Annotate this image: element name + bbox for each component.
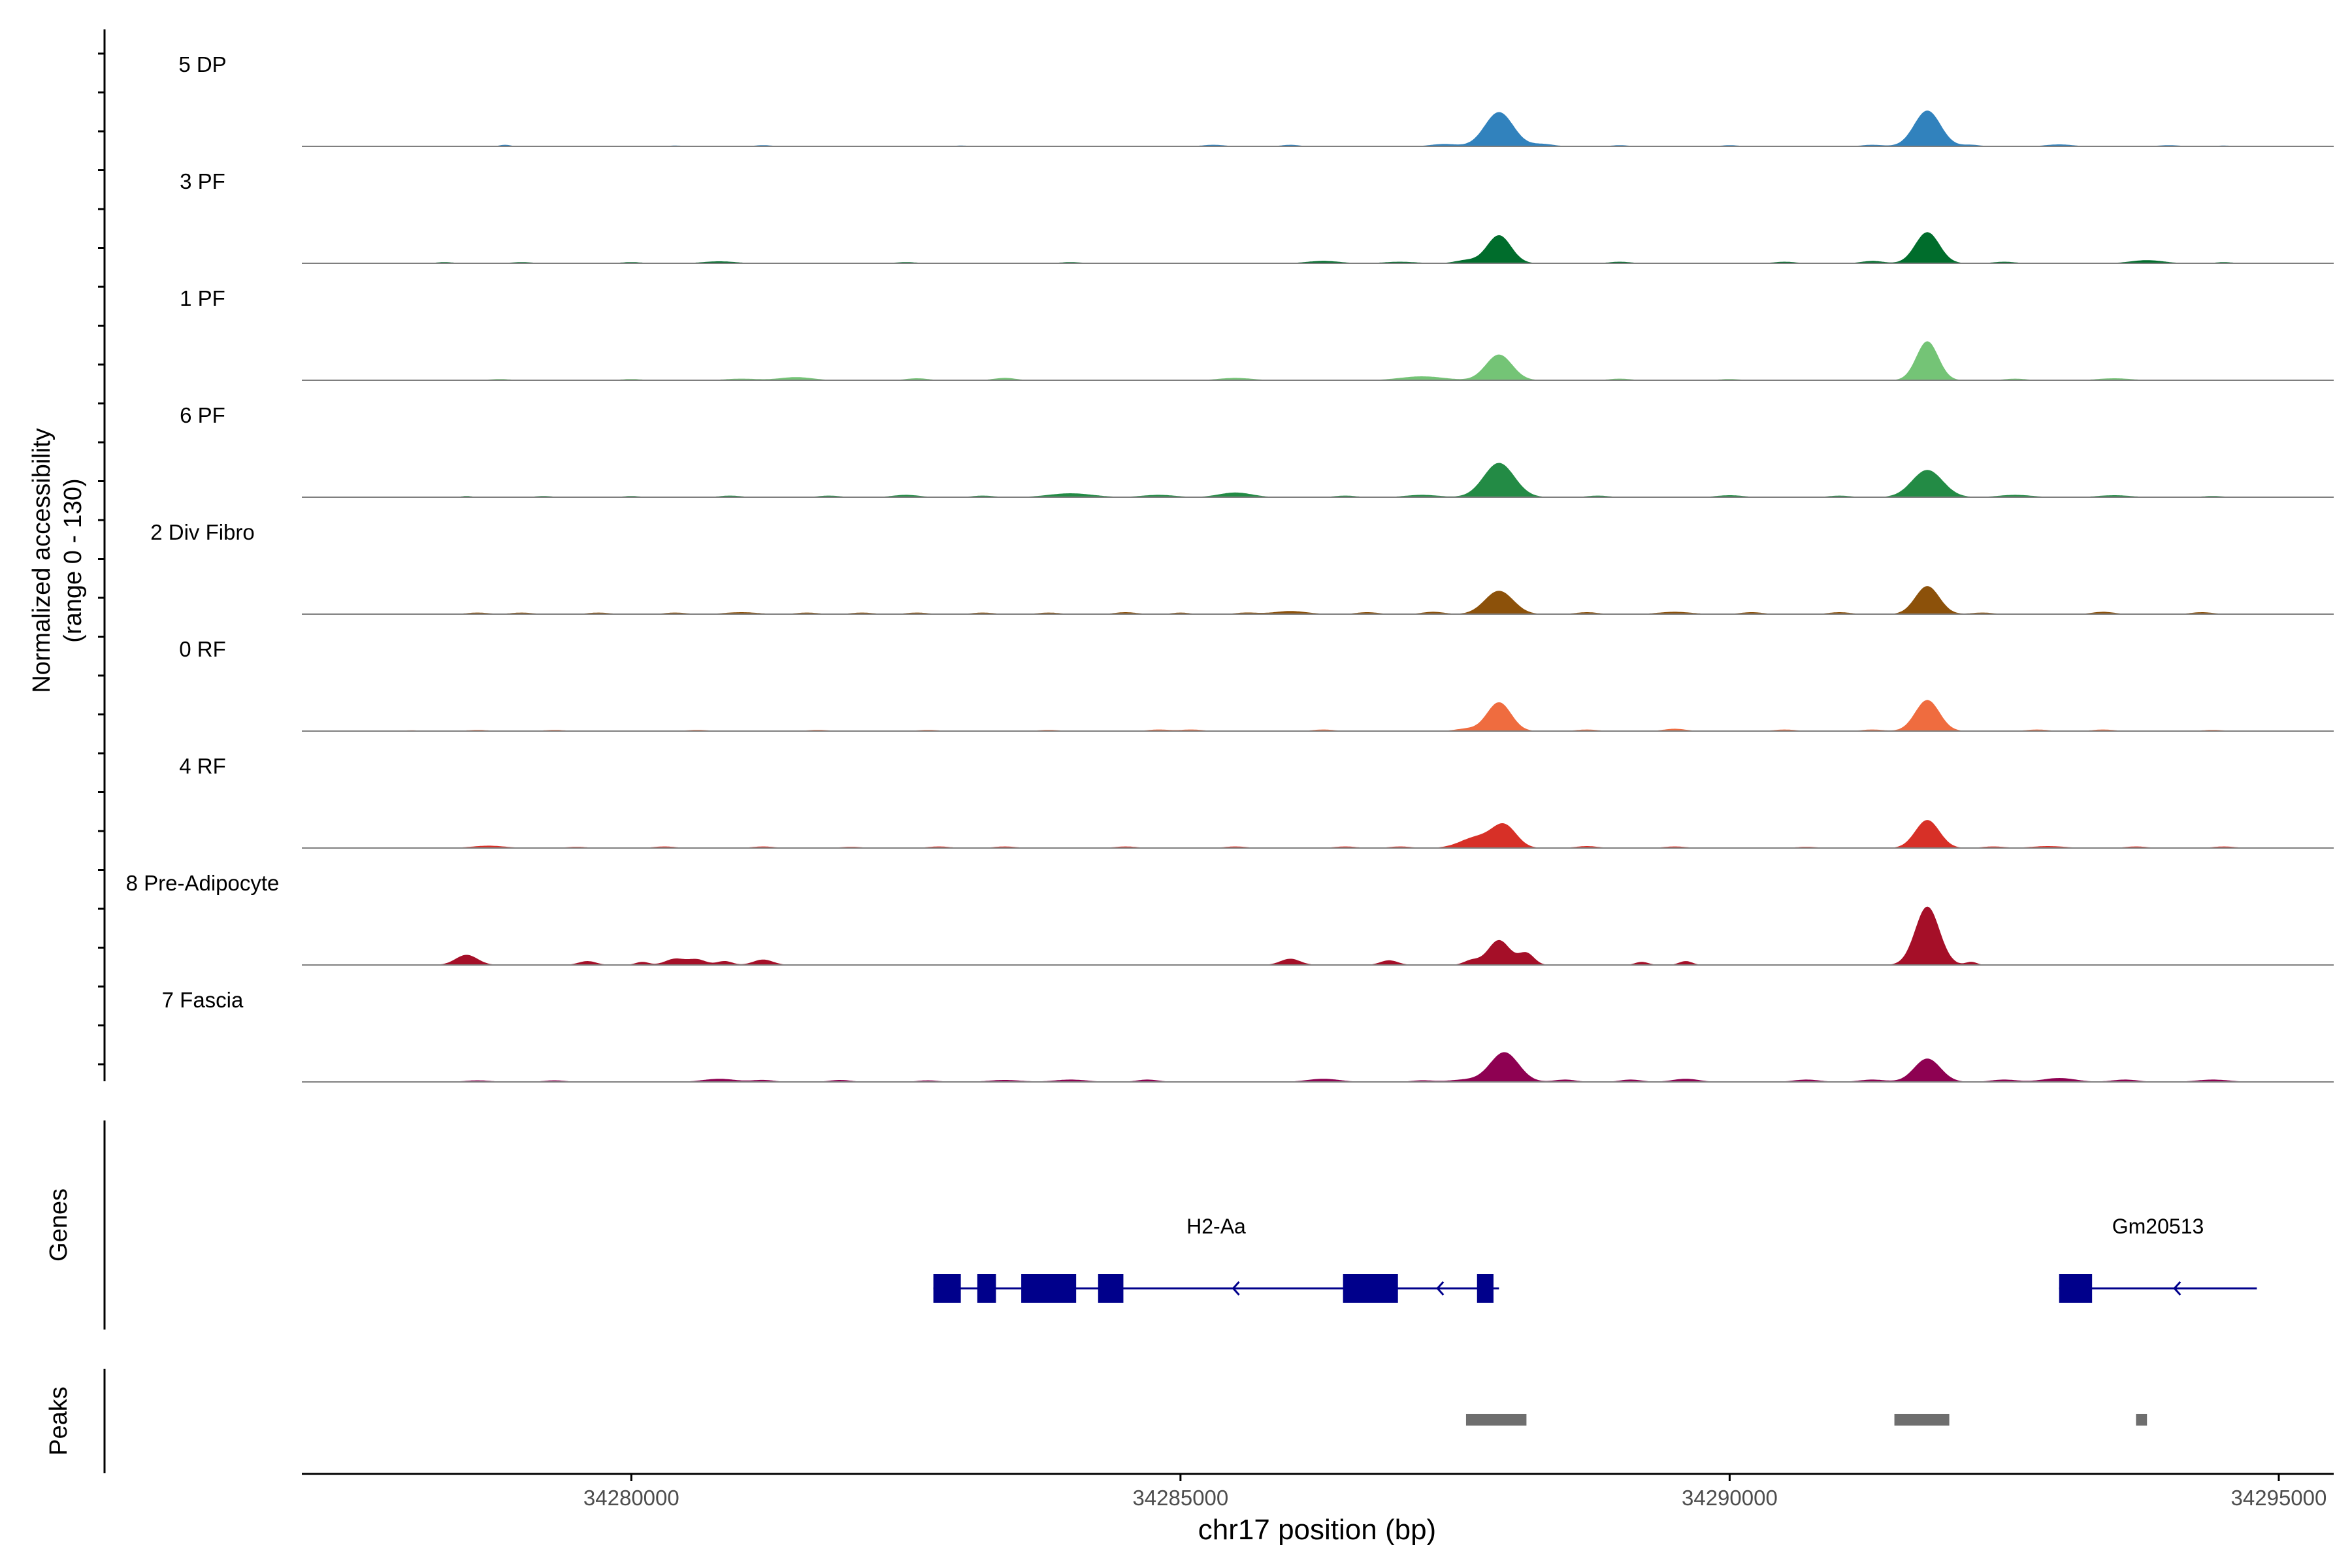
coverage-area	[302, 906, 2334, 965]
gene-exon	[1343, 1274, 1398, 1303]
gene-exon	[2059, 1274, 2093, 1303]
gene-exon	[1477, 1274, 1494, 1303]
track-label: 6 PF	[180, 403, 225, 427]
coverage-area	[302, 232, 2334, 263]
genes-axis-title: Genes	[45, 1188, 73, 1262]
peak-track	[1465, 1414, 2148, 1426]
track-4: 2 Div Fibro	[150, 520, 2334, 615]
track-5: 0 RF	[179, 637, 2334, 732]
gene-track: H2-Aa Gm20513	[933, 1215, 2257, 1303]
peak-region	[2136, 1414, 2148, 1426]
coverage-area	[302, 586, 2334, 614]
gene-exon	[1021, 1274, 1077, 1303]
gene-Gm20513: Gm20513	[2059, 1215, 2257, 1303]
coverage-area	[302, 463, 2334, 497]
gene-H2-Aa: H2-Aa	[933, 1215, 1499, 1303]
coverage-area	[302, 700, 2334, 731]
strand-arrow	[1232, 1281, 1240, 1296]
coverage-tracks: 5 DP 3 PF 1 PF 6 PF 2 Div Fibro 0 RF 4 RF 8 Pre…	[126, 52, 2334, 1083]
track-label: 2 Div Fibro	[150, 520, 255, 544]
track-1: 3 PF	[180, 169, 2334, 264]
peaks-axis-title: Peaks	[45, 1386, 73, 1456]
track-0: 5 DP	[178, 52, 2334, 147]
strand-arrow	[2173, 1281, 2181, 1296]
gene-exon	[933, 1274, 961, 1303]
track-label: 3 PF	[180, 169, 225, 193]
y-axis-range: (range 0 - 130)	[59, 478, 87, 642]
track-label: 1 PF	[180, 286, 225, 310]
track-7: 8 Pre-Adipocyte	[126, 871, 2334, 966]
track-label: 4 RF	[179, 754, 226, 778]
track-label: 8 Pre-Adipocyte	[126, 871, 280, 895]
x-tick-label: 34285000	[1132, 1486, 1228, 1510]
track-label: 7 Fascia	[162, 988, 244, 1012]
gene-exon	[977, 1274, 996, 1303]
strand-arrow	[1436, 1281, 1445, 1296]
coverage-area	[302, 1052, 2334, 1082]
track-label: 5 DP	[178, 52, 226, 76]
x-tick-label: 34290000	[1682, 1486, 1778, 1510]
x-axis-title: chr17 position (bp)	[1198, 1514, 1436, 1546]
track-6: 4 RF	[179, 754, 2334, 849]
gene-label: H2-Aa	[1186, 1215, 1246, 1238]
y-axis-ticks	[98, 52, 105, 1066]
x-axis-ticks: 34280000 34285000 34290000 34295000	[583, 1474, 2327, 1510]
track-3: 6 PF	[180, 403, 2334, 498]
track-label: 0 RF	[179, 637, 226, 661]
y-axis-title: Normalized accessibility	[28, 428, 56, 693]
track-8: 7 Fascia	[162, 988, 2334, 1083]
coverage-area	[302, 341, 2334, 380]
gene-label: Gm20513	[2112, 1215, 2204, 1238]
peak-region	[1465, 1414, 1527, 1426]
x-tick-label: 34295000	[2231, 1486, 2327, 1510]
track-2: 1 PF	[180, 286, 2334, 381]
peak-region	[1894, 1414, 1950, 1426]
coverage-area	[302, 820, 2334, 848]
x-tick-label: 34280000	[583, 1486, 679, 1510]
gene-exon	[1098, 1274, 1124, 1303]
coverage-area	[302, 110, 2334, 146]
